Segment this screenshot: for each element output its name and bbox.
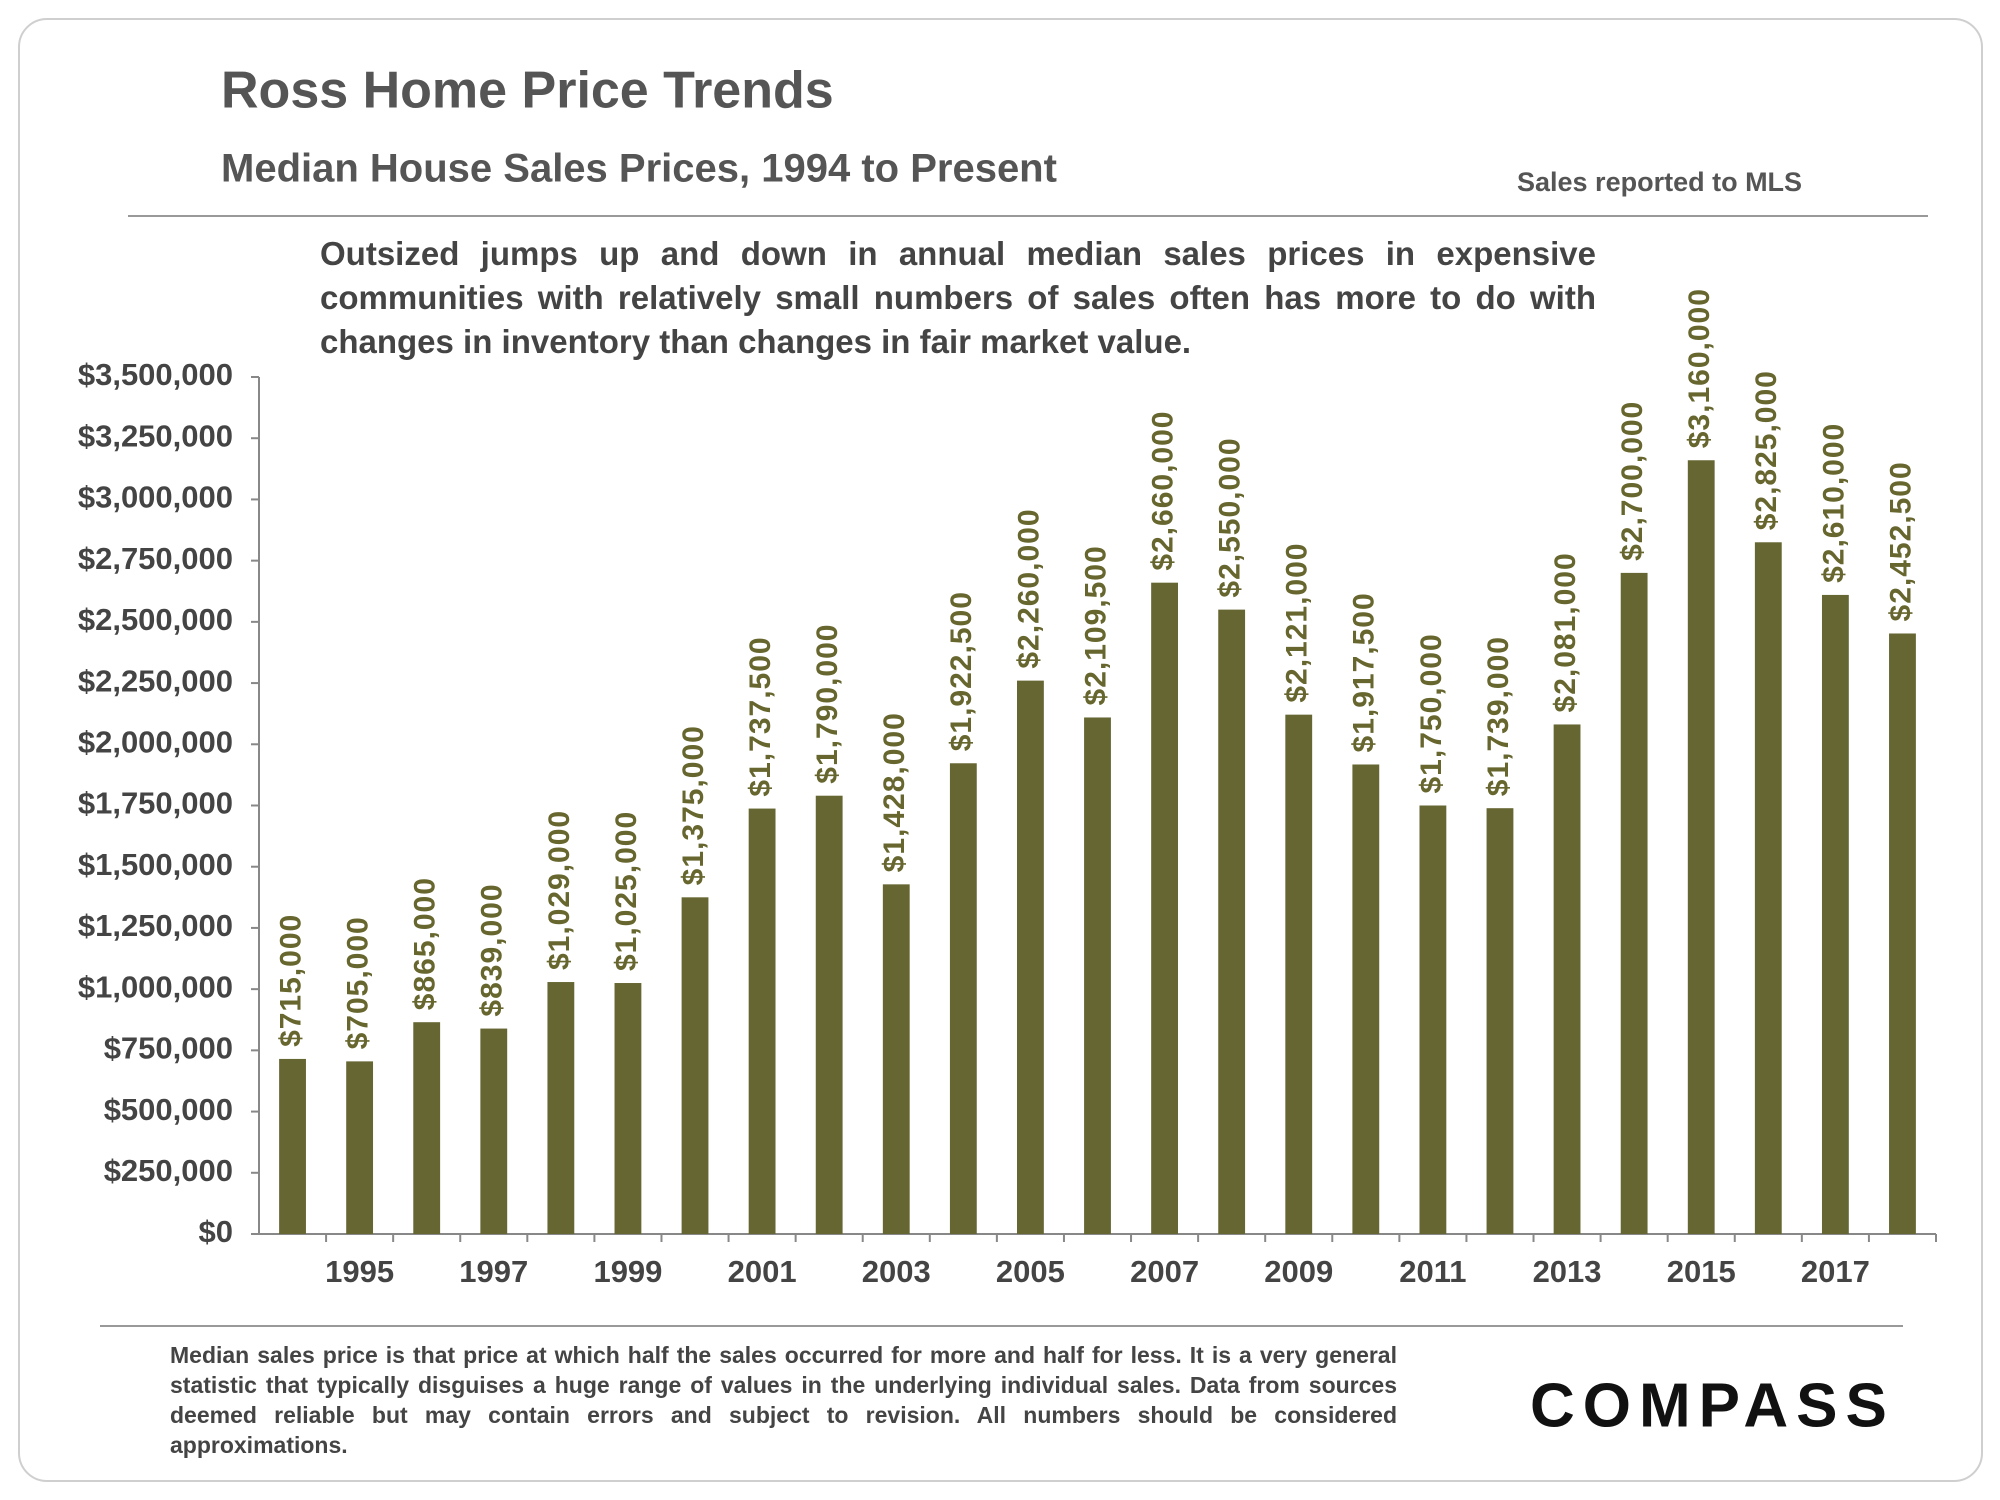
- bar: [1419, 805, 1447, 1234]
- value-label: $1,917,500: [1348, 592, 1381, 752]
- chart-title: Ross Home Price Trends: [221, 62, 834, 120]
- y-tick-label: $750,000: [104, 1031, 233, 1066]
- logo: COMPASS: [1530, 1371, 1895, 1440]
- bar: [815, 795, 843, 1234]
- bar: [547, 982, 575, 1234]
- y-tick-label: $2,500,000: [78, 602, 233, 637]
- chart-subtitle: Median House Sales Prices, 1994 to Prese…: [221, 147, 1057, 191]
- x-tick-label: 2001: [728, 1254, 797, 1289]
- bar: [1687, 460, 1715, 1234]
- value-label: $1,750,000: [1415, 633, 1448, 793]
- y-tick-label: $1,500,000: [78, 847, 233, 882]
- y-tick-label: $3,500,000: [78, 357, 233, 392]
- bar: [1352, 764, 1380, 1234]
- bar: [1889, 633, 1916, 1234]
- value-label: $1,790,000: [811, 624, 844, 784]
- bar: [1620, 572, 1648, 1234]
- x-tick-label: 2009: [1264, 1254, 1333, 1289]
- x-tick-label: 1999: [593, 1254, 662, 1289]
- annotation: Outsized jumps up and down in annual med…: [320, 235, 1596, 360]
- value-label: $3,160,000: [1683, 288, 1716, 448]
- y-tick-label: $0: [199, 1214, 233, 1249]
- x-tick-label: 2003: [862, 1254, 931, 1289]
- value-label: $2,109,500: [1079, 545, 1112, 705]
- bar: [1553, 724, 1581, 1234]
- x-tick-label: 2015: [1667, 1254, 1736, 1289]
- value-label: $839,000: [476, 883, 509, 1016]
- y-tick-label: $1,250,000: [78, 908, 233, 943]
- y-tick-label: $250,000: [104, 1153, 233, 1188]
- bar: [1084, 717, 1111, 1234]
- value-label: $1,922,500: [945, 591, 978, 751]
- value-label: $1,737,500: [744, 636, 777, 796]
- y-tick-label: $2,750,000: [78, 541, 233, 576]
- value-label: $865,000: [409, 877, 442, 1010]
- x-tick-label: 1995: [325, 1254, 394, 1289]
- bar: [1017, 680, 1044, 1234]
- bar: [1285, 714, 1313, 1234]
- bar: [882, 884, 910, 1234]
- y-tick-label: $2,000,000: [78, 724, 233, 759]
- x-tick-label: 2017: [1801, 1254, 1870, 1289]
- value-label: $1,025,000: [610, 811, 643, 971]
- y-tick-label: $1,000,000: [78, 969, 233, 1004]
- value-label: $2,452,500: [1884, 461, 1917, 621]
- value-label: $705,000: [342, 916, 375, 1049]
- x-tick-label: 2005: [996, 1254, 1065, 1289]
- bar: [346, 1061, 374, 1234]
- value-label: $2,121,000: [1281, 543, 1314, 703]
- bar: [1151, 582, 1178, 1234]
- bar: [1821, 594, 1849, 1234]
- source-note: Sales reported to MLS: [1517, 167, 1802, 197]
- x-tick-label: 2007: [1130, 1254, 1199, 1289]
- x-tick-label: 2013: [1533, 1254, 1602, 1289]
- x-tick-label: 1997: [459, 1254, 528, 1289]
- bar: [1218, 609, 1246, 1234]
- value-label: $1,739,000: [1482, 636, 1515, 796]
- bar: [279, 1058, 306, 1234]
- value-label: $1,029,000: [543, 810, 576, 970]
- bar: [614, 983, 642, 1234]
- value-label: $2,081,000: [1549, 552, 1582, 712]
- y-tick-label: $1,750,000: [78, 786, 233, 821]
- bar: [949, 763, 977, 1234]
- y-tick-label: $500,000: [104, 1092, 233, 1127]
- value-label: $2,660,000: [1147, 411, 1180, 571]
- value-label: $2,825,000: [1750, 370, 1783, 530]
- y-tick-label: $3,000,000: [78, 480, 233, 515]
- x-tick-label: 2011: [1399, 1254, 1466, 1289]
- value-label: $2,550,000: [1214, 437, 1247, 597]
- frame: [18, 18, 1983, 1482]
- value-label: $715,000: [274, 914, 307, 1047]
- bar: [748, 808, 776, 1234]
- value-label: $2,610,000: [1817, 423, 1850, 583]
- bar: [1754, 542, 1782, 1234]
- y-tick-label: $3,250,000: [78, 418, 233, 453]
- bar: [681, 897, 709, 1234]
- bar: [413, 1022, 441, 1234]
- value-label: $2,700,000: [1616, 401, 1649, 561]
- bar: [1486, 808, 1514, 1234]
- value-label: $1,428,000: [878, 712, 911, 872]
- value-label: $1,375,000: [677, 725, 710, 885]
- y-tick-label: $2,250,000: [78, 663, 233, 698]
- bar: [480, 1028, 508, 1234]
- footnote: Median sales price is that price at whic…: [170, 1342, 1397, 1458]
- value-label: $2,260,000: [1012, 508, 1045, 668]
